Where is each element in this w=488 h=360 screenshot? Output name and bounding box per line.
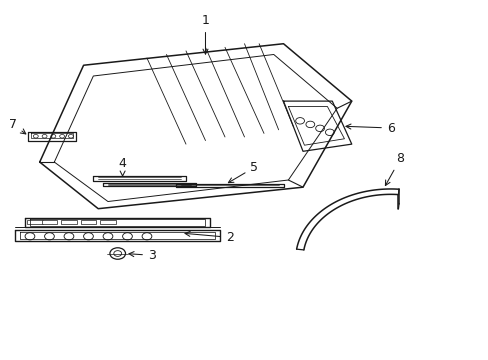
Text: 3: 3 — [129, 249, 156, 262]
Text: 2: 2 — [184, 231, 233, 244]
Bar — [61, 220, 77, 225]
Text: 6: 6 — [345, 122, 394, 135]
Bar — [100, 220, 116, 225]
Text: 5: 5 — [228, 161, 258, 183]
Text: 7: 7 — [9, 118, 26, 134]
Text: 1: 1 — [201, 14, 209, 54]
Text: 8: 8 — [385, 152, 404, 185]
Text: 4: 4 — [119, 157, 126, 176]
Bar — [27, 220, 42, 225]
Bar — [81, 220, 96, 225]
Bar — [41, 220, 57, 225]
